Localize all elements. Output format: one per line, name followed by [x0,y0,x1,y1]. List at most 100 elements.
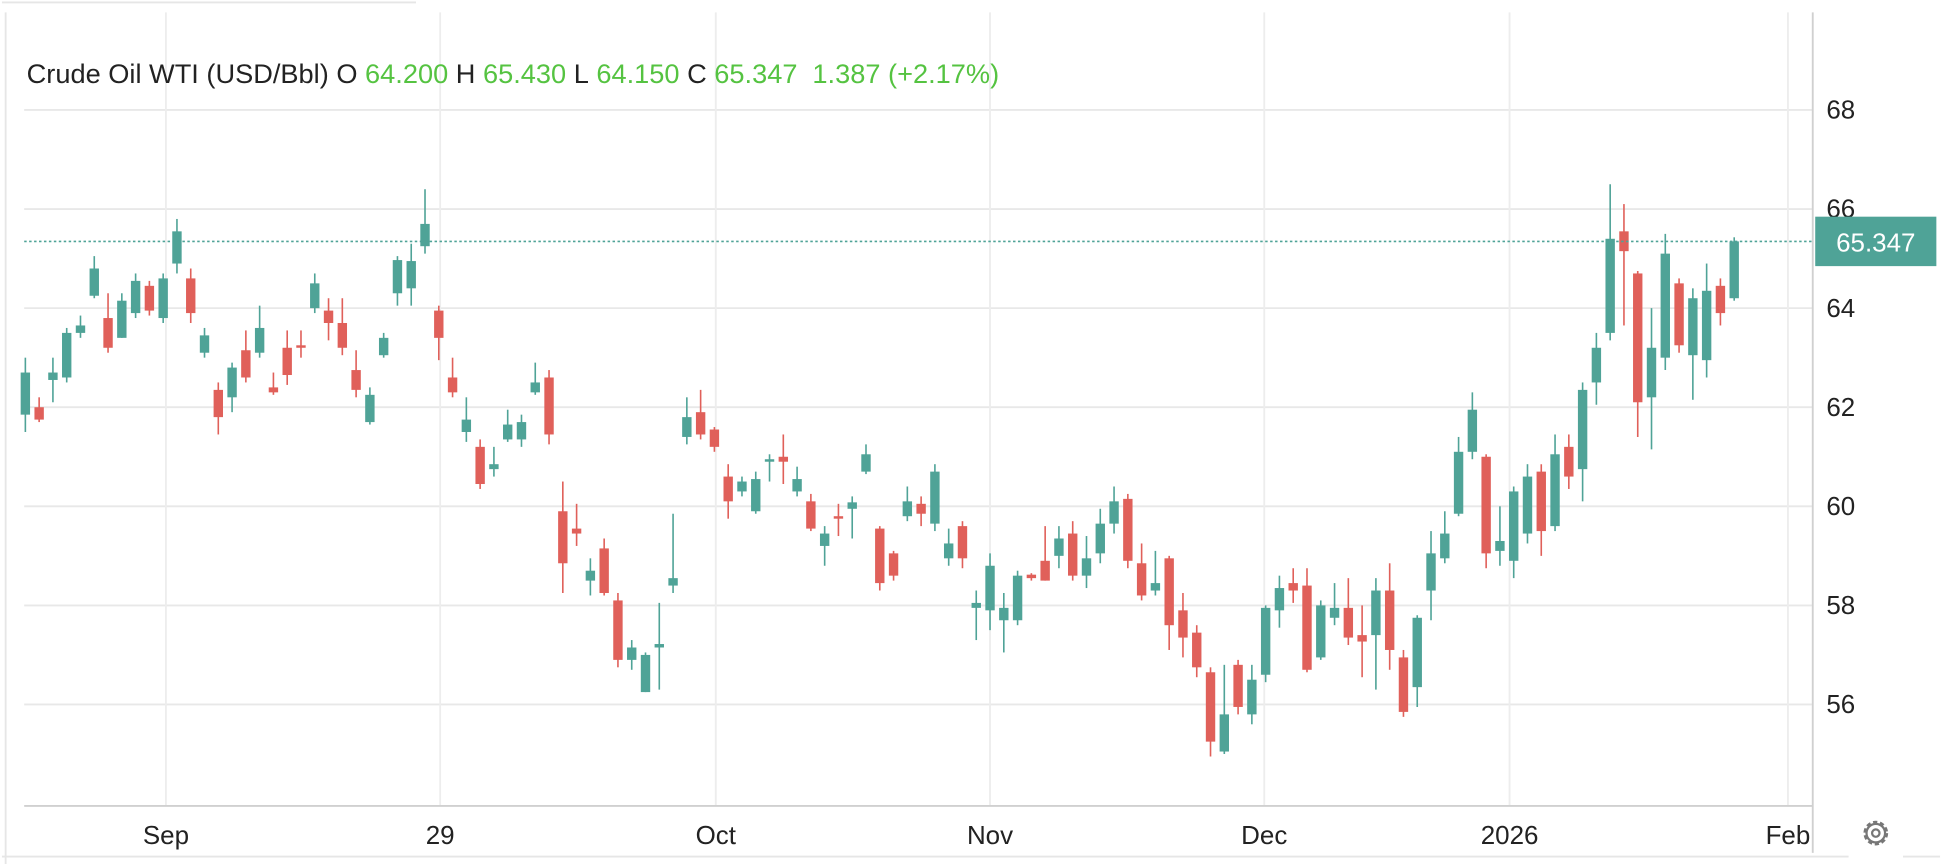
candle-body [1440,533,1450,559]
candle-body [764,459,775,462]
high-key: H [456,58,476,89]
candle-body [1674,283,1684,346]
candle-body [48,372,58,380]
candle-body [1247,679,1257,715]
candle-body [627,647,637,660]
x-tick-label: Feb [1766,822,1811,850]
y-tick-label: 58 [1826,592,1855,620]
candle-body [1343,607,1354,638]
candle-body [778,456,789,462]
candle-body [1660,253,1670,358]
candle-body [1150,583,1161,591]
x-tick-label: 2026 [1481,822,1539,850]
candle-body [971,602,981,608]
x-tick-label: 29 [426,822,455,850]
settings-bg [1848,808,1903,858]
candle-body [737,481,747,492]
candle-body [34,407,44,420]
change-percent: (+2.17%) [888,58,999,89]
candle-body [1453,451,1464,514]
candle-body [323,310,334,323]
axes [1,12,1941,858]
candle-body [613,600,623,660]
candle-body [833,516,844,519]
candle-body [585,570,596,581]
candle-body [1095,523,1105,554]
candle-body [654,644,664,648]
candle-body [489,464,499,470]
candle-body [502,424,513,440]
open-value: 64.200 [365,58,448,89]
candle-body [861,454,871,472]
candle-body [1550,454,1560,527]
candle-body [1302,585,1312,670]
candle-body [640,654,651,693]
candle-body [461,419,472,432]
candle-body [1081,558,1092,576]
candle-body [1426,553,1436,591]
candle-body [1577,389,1588,470]
candle-body [1646,347,1657,398]
candle-body [227,367,237,398]
candle-body [1205,672,1216,742]
low-key: L [574,58,589,89]
candle-body [434,310,444,338]
candle-body [1619,231,1629,252]
candle-body [1591,347,1602,383]
candle-body [420,223,430,247]
candle-body [1481,456,1491,554]
candle-body [682,417,692,437]
candle-body [1109,501,1119,524]
y-tick-label: 64 [1826,295,1855,323]
candle-body [406,261,416,289]
last-price-label: 65.347 [1836,229,1915,257]
candle-body [847,502,857,509]
candle-body [447,377,458,393]
candle-body [20,372,31,415]
y-tick-label: 56 [1826,691,1855,719]
change-value: 1.387 [812,58,880,89]
candle-body [544,377,554,435]
gear-teeth [1863,820,1889,846]
candle-body [695,412,706,435]
candle-body [819,533,830,546]
candle-body [1522,476,1533,534]
candle-body [130,280,141,314]
candle-body [558,511,568,564]
candle-body [1178,610,1188,638]
candle-body [1192,632,1202,668]
candle-body [599,548,609,594]
high-value: 65.430 [483,58,566,89]
close-key: C [687,58,707,89]
candles [20,184,1739,757]
candle-body [806,501,816,529]
candle-body [916,503,926,514]
chart-header: Crude Oil WTI (USD/Bbl) O 64.200 H 65.43… [27,58,999,89]
candle-body [751,479,761,512]
candle-body [1136,563,1147,596]
candle-body [792,479,802,492]
settings-button[interactable] [1848,808,1903,858]
candle-body [1688,298,1698,356]
candle-body [530,382,540,393]
candle-body [241,350,251,378]
candle-body [158,278,168,319]
candle-body [89,268,99,296]
candle-body [1467,409,1478,452]
candle-body [310,283,320,309]
grid [24,12,1813,806]
candle-body [516,422,527,440]
candle-body [571,528,582,534]
candle-body [144,285,155,311]
gear-hub [1870,828,1881,838]
close-value: 65.347 [714,58,797,89]
candle-body [103,318,113,348]
candle-body [888,553,899,576]
candle-body [172,231,182,264]
candle-body [902,501,913,517]
candle-body [1384,590,1395,650]
candle-body [282,347,292,376]
candle-body [1260,607,1271,675]
low-value: 64.150 [596,58,679,89]
candle-body [117,300,127,338]
